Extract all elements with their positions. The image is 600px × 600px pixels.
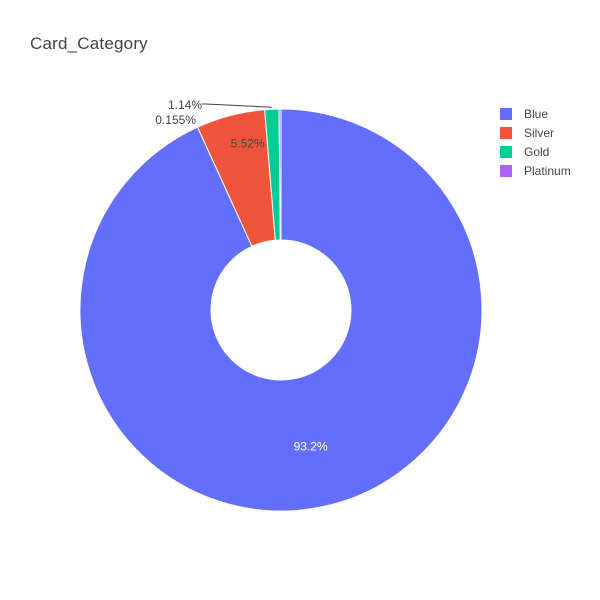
legend-label: Platinum — [524, 163, 571, 178]
slice-label-silver: 5.52% — [231, 137, 265, 151]
slice-label-blue: 93.2% — [294, 439, 328, 453]
legend-item-gold[interactable]: Gold — [500, 142, 571, 161]
legend-label: Gold — [524, 144, 550, 159]
legend-label: Silver — [524, 125, 555, 140]
legend-item-platinum[interactable]: Platinum — [500, 161, 571, 180]
leader-line-gold — [202, 103, 272, 108]
legend-swatch — [500, 145, 512, 158]
legend-swatch — [500, 164, 512, 177]
legend-label: Blue — [524, 106, 549, 121]
slice-blue[interactable] — [79, 108, 483, 512]
legend-item-blue[interactable]: Blue — [500, 104, 571, 123]
chart-title: Card_Category — [30, 34, 148, 53]
legend: Blue Silver Gold Platinum — [500, 104, 571, 180]
legend-swatch — [500, 107, 512, 120]
slice-label-platinum: 0.155% — [155, 113, 196, 127]
legend-swatch — [500, 126, 512, 139]
slice-label-gold: 1.14% — [168, 98, 202, 112]
legend-item-silver[interactable]: Silver — [500, 123, 571, 142]
slice-platinum[interactable] — [278, 108, 282, 241]
